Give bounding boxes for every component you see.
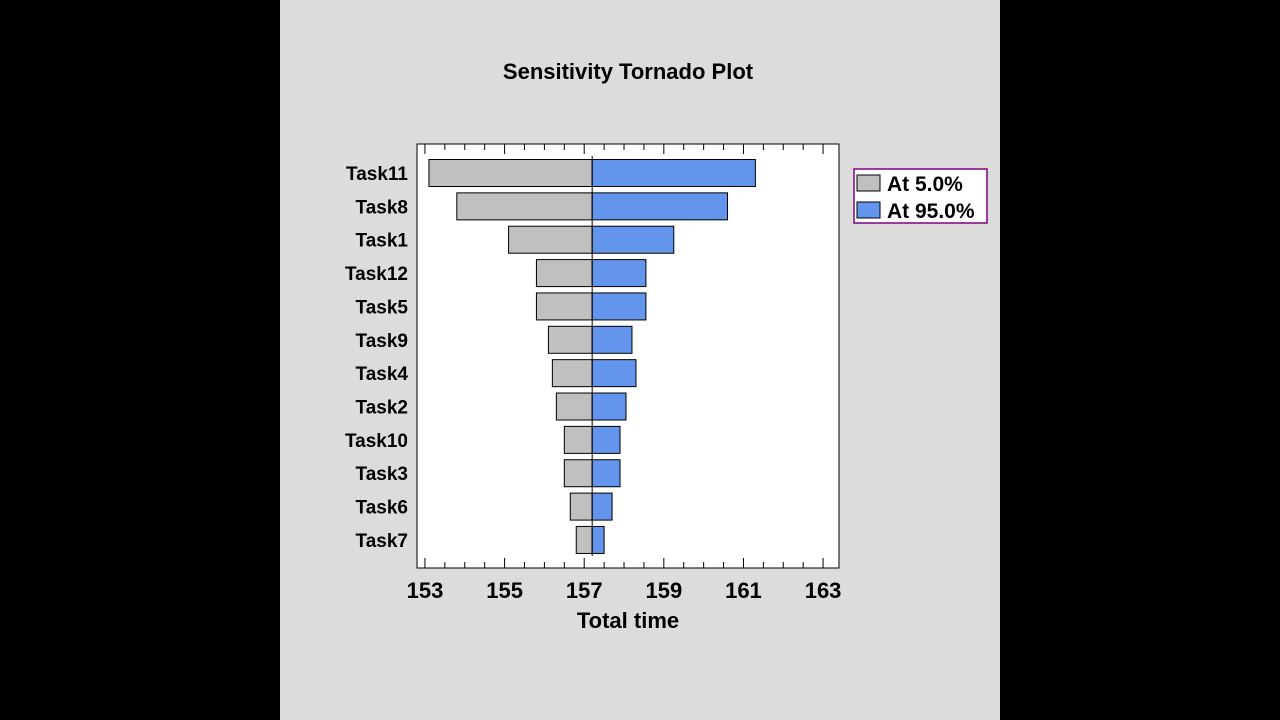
category-labels: Task11 Task8 Task1 Task12 Task5 Task9 Task4 Tas…: [345, 164, 408, 552]
bar-low-task1: [508, 225, 593, 254]
chart-title: Sensitivity Tornado Plot: [503, 59, 754, 84]
x-axis-ticks: 153 155 157 159 161 163: [407, 144, 842, 603]
bar-low-task12: [535, 259, 593, 288]
bar-high-task6: [591, 492, 613, 521]
bar-high-task2: [591, 392, 627, 421]
bar-high-task12: [591, 259, 647, 288]
bar-low-task3: [563, 459, 593, 488]
x-tick-label: 157: [566, 578, 603, 603]
bar-low-task9: [547, 325, 593, 354]
x-tick-label: 153: [407, 578, 444, 603]
bar-low-task2: [555, 392, 593, 421]
category-label: Task2: [356, 398, 408, 419]
bar-low-task8: [456, 192, 593, 221]
legend-swatch-low: [856, 174, 881, 192]
bar-low-task4: [551, 359, 593, 388]
x-tick-label: 161: [725, 578, 762, 603]
category-label: Task11: [346, 164, 408, 185]
category-label: Task3: [356, 464, 408, 485]
legend: At 5.0% At 95.0%: [853, 168, 988, 224]
x-axis-label: Total time: [577, 608, 679, 633]
category-label: Task1: [356, 231, 409, 252]
bar-high-task8: [591, 192, 729, 221]
category-label: Task12: [345, 264, 408, 285]
bar-low-task11: [428, 159, 593, 187]
category-label: Task4: [356, 364, 409, 385]
x-tick-label: 155: [486, 578, 523, 603]
tornado-chart: Sensitivity Tornado Plot Task11Task8Task…: [345, 59, 988, 633]
bar-high-task11: [591, 159, 756, 187]
chart-panel: Sensitivity Tornado Plot Task11 Task8 Task…: [280, 0, 1000, 720]
bar-low-task5: [535, 292, 593, 321]
bar-low-task10: [563, 425, 593, 454]
category-label: Task8: [356, 197, 408, 218]
category-label: Task6: [356, 498, 408, 519]
bar-low-task7: [575, 525, 593, 554]
category-label: Task5: [356, 297, 409, 318]
bar-high-task1: [591, 225, 675, 254]
bar-high-task7: [591, 525, 605, 554]
category-label: Task10: [345, 431, 408, 452]
bar-high-task3: [591, 459, 621, 488]
legend-swatch-high: [856, 201, 881, 219]
x-tick-label: 163: [805, 578, 842, 603]
category-label: Task7: [356, 531, 408, 552]
legend-label-low: At 5.0%: [887, 173, 963, 196]
bar-high-task10: [591, 425, 621, 454]
bar-high-task4: [591, 359, 637, 388]
legend-label-high: At 95.0%: [887, 200, 975, 223]
bar-low-task6: [569, 492, 593, 521]
bars-group: [428, 159, 756, 554]
bar-high-task9: [591, 325, 633, 354]
category-label: Task9: [356, 331, 408, 352]
bar-high-task5: [591, 292, 647, 321]
x-tick-label: 159: [645, 578, 682, 603]
